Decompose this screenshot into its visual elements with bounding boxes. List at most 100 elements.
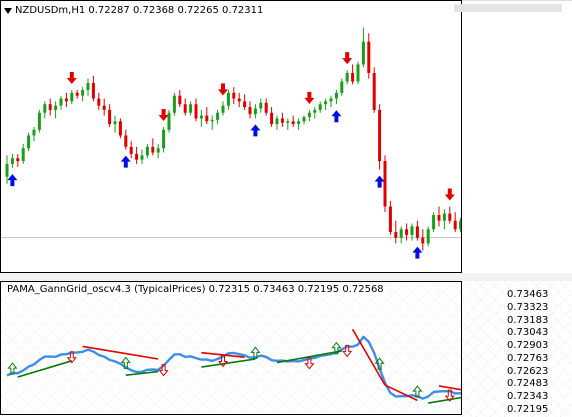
candle-body [113, 121, 117, 125]
axis-grid-line [489, 334, 572, 417]
up-trend-line [428, 396, 461, 404]
indicator-y-tick-label: 0.72903 [507, 340, 549, 352]
gann-grid-line [240, 282, 374, 414]
gann-grid-line [336, 282, 461, 407]
candle-body [437, 215, 441, 221]
indicator-y-tick-label: 0.73463 [507, 289, 549, 300]
sell-arrow-icon [304, 91, 315, 104]
gann-grid-line [48, 282, 182, 414]
candle-body [129, 146, 133, 154]
candle-body [405, 229, 409, 235]
candle-body [216, 112, 220, 120]
axis-grid-line [475, 320, 572, 417]
candle-body [5, 163, 9, 177]
down-trend-line [351, 328, 386, 386]
candle-body [394, 232, 398, 238]
axis-grid-line [462, 378, 501, 417]
candle-body [410, 226, 414, 235]
buy-arrow-icon [331, 110, 342, 123]
candle-body [97, 98, 101, 106]
candle-body [140, 155, 144, 160]
indicator-chart [1, 282, 461, 414]
pane-separator[interactable] [0, 273, 572, 281]
candle-body [135, 153, 139, 160]
buy-signal-icon [7, 362, 18, 375]
main-price-axis[interactable] [454, 0, 572, 273]
axis-grid-line [559, 404, 572, 417]
candle-body [183, 104, 187, 113]
buy-arrow-icon [7, 174, 18, 187]
candle-body [334, 92, 338, 99]
gann-grid-line [352, 282, 461, 391]
candle-body [75, 92, 79, 96]
axis-grid-line [462, 281, 571, 390]
candle-body [270, 112, 274, 125]
sell-arrow-icon [342, 52, 353, 65]
indicator-price-axis[interactable] [462, 281, 572, 417]
candlestick-chart [1, 27, 461, 259]
typical-price-line [6, 335, 461, 400]
gann-grid-line [1, 282, 134, 414]
candle-body [399, 229, 403, 238]
axis-grid-line [462, 281, 501, 320]
axis-grid-line [545, 281, 572, 308]
candle-body [324, 101, 328, 105]
symbol-header: NZDUSDm,H1 0.72287 0.72368 0.72265 0.723… [15, 5, 263, 16]
up-trend-line [201, 358, 256, 368]
candle-body [167, 112, 171, 130]
candle-body [118, 121, 122, 136]
main-chart-pane[interactable]: NZDUSDm,H1 0.72287 0.72368 0.72265 0.723… [0, 0, 462, 273]
gann-grid-line [1, 329, 86, 414]
menu-triangle-icon[interactable] [4, 8, 12, 14]
candle-body [432, 215, 436, 230]
candle-body [37, 112, 41, 130]
buy-signal-icon [412, 385, 423, 398]
candle-body [361, 41, 365, 65]
candle-body [421, 237, 425, 244]
scroll-handle[interactable] [454, 4, 562, 12]
buy-signal-icon [374, 357, 385, 370]
candle-body [318, 104, 322, 110]
gann-grid-line [1, 361, 54, 414]
buy-signal-icon [331, 341, 342, 355]
buy-arrow-icon [412, 246, 423, 259]
indicator-pane[interactable]: PAMA_GannGrid_oscv4.3 (TypicalPrices) 0.… [0, 281, 462, 415]
candle-body [194, 104, 198, 119]
indicator-y-tick-label: 0.72343 [507, 391, 549, 403]
gann-grid-line [160, 282, 294, 414]
gann-grid-line [352, 305, 461, 414]
indicator-value-1: 0.72315 [208, 284, 251, 295]
gann-grid-line [336, 289, 461, 414]
gann-grid-line [1, 282, 70, 351]
candle-body [372, 72, 376, 110]
candle-body [189, 104, 193, 113]
candle-body [453, 220, 457, 230]
gann-grid-line [1, 282, 54, 335]
candle-body [383, 161, 387, 207]
candle-body [91, 82, 95, 99]
sell-signal-icon [444, 389, 455, 402]
candle-body [59, 98, 63, 106]
candle-body [329, 98, 333, 102]
indicator-header: PAMA_GannGrid_oscv4.3 (TypicalPrices) 0.… [7, 284, 384, 295]
ohlc-high: 0.72368 [132, 5, 175, 16]
candle-body [448, 213, 452, 221]
sell-signal-icon [158, 364, 169, 377]
candle-body [145, 146, 149, 156]
gann-grid-line [112, 282, 246, 414]
candle-body [108, 109, 112, 125]
gann-grid-line [64, 282, 198, 414]
indicator-y-tick-label: 0.72623 [507, 365, 549, 377]
gann-grid-line [80, 282, 214, 414]
candle-body [415, 226, 419, 238]
candle-body [248, 107, 252, 115]
candle-body [210, 119, 214, 122]
candle-body [264, 102, 268, 113]
indicator-value-4: 0.72568 [342, 284, 384, 295]
candle-body [64, 98, 68, 102]
axis-grid-line [462, 292, 572, 404]
sell-arrow-icon [66, 72, 77, 85]
gann-grid-line [16, 282, 150, 414]
axis-grid-line [462, 281, 543, 362]
